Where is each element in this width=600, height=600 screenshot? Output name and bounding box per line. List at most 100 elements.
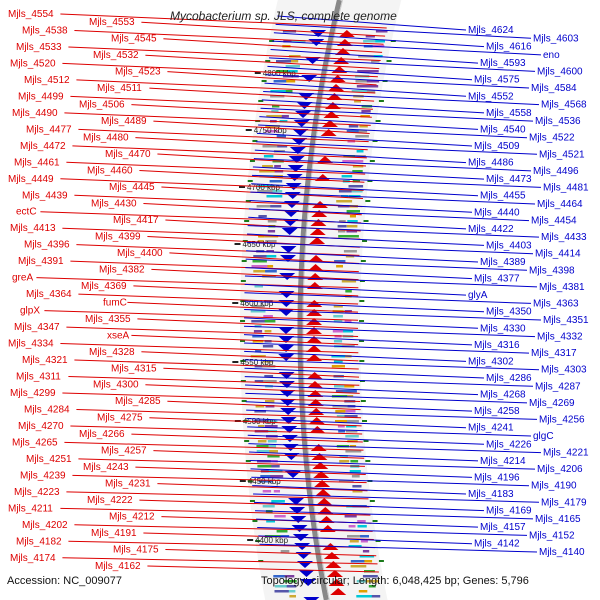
connector-right bbox=[244, 342, 530, 354]
gene-arrow-right bbox=[280, 246, 297, 253]
scale-tick bbox=[241, 400, 247, 402]
connector-right bbox=[248, 443, 542, 454]
kbp-label: 4800 kbp bbox=[263, 69, 296, 78]
gene-arrow-left bbox=[309, 228, 326, 235]
gene-label-right: Mjls_4522 bbox=[529, 133, 575, 144]
feature-bar bbox=[263, 255, 277, 258]
gene-label-left: Mjls_4202 bbox=[22, 520, 68, 531]
gene-arrow-right bbox=[278, 345, 295, 352]
feature-bar bbox=[343, 250, 357, 253]
gene-label-left: Mjls_4284 bbox=[24, 404, 70, 415]
connector-right bbox=[248, 208, 530, 222]
gene-label-left: fumC bbox=[103, 297, 127, 308]
feature-bar bbox=[349, 215, 356, 218]
gene-arrow-left bbox=[306, 336, 323, 343]
feature-bar bbox=[289, 595, 296, 598]
gene-label-left: Mjls_4223 bbox=[14, 487, 60, 498]
gene-arrow-left bbox=[306, 318, 323, 325]
scale-tick bbox=[261, 80, 267, 82]
connector-right bbox=[246, 418, 467, 429]
feature-bar bbox=[358, 130, 368, 133]
gene-label-left: Mjls_4191 bbox=[91, 528, 137, 539]
connector-right bbox=[253, 158, 532, 172]
gene-label-left: Mjls_4212 bbox=[109, 512, 155, 523]
feature-bar bbox=[258, 235, 265, 238]
scale-tick bbox=[359, 340, 365, 342]
kbp-label: 4650 kbp bbox=[243, 240, 276, 249]
feature-bar bbox=[258, 215, 267, 218]
connector-left bbox=[66, 326, 359, 338]
scale-tick bbox=[359, 280, 365, 282]
kbp-tick-mark bbox=[239, 480, 246, 482]
scale-tick bbox=[249, 500, 255, 502]
gene-label-right: Mjls_4600 bbox=[537, 66, 583, 77]
feature-bar bbox=[363, 80, 380, 83]
gene-arrow-left bbox=[306, 381, 323, 388]
feature-bar bbox=[265, 265, 274, 268]
feature-bar bbox=[334, 260, 346, 263]
feature-bar bbox=[289, 60, 299, 63]
connector-right bbox=[247, 233, 485, 246]
feature-bar bbox=[257, 190, 273, 193]
gene-label-right: Mjls_4389 bbox=[480, 257, 526, 268]
feature-bar bbox=[373, 40, 385, 43]
gene-arrow-right bbox=[287, 165, 304, 172]
feature-bar bbox=[273, 490, 280, 493]
gene-label-right: Mjls_4316 bbox=[474, 340, 520, 351]
gene-label-left: Mjls_4391 bbox=[18, 256, 64, 267]
feature-bar bbox=[358, 535, 369, 538]
gene-label-right: Mjls_4616 bbox=[486, 42, 532, 53]
gene-label-right: Mjls_4363 bbox=[533, 298, 579, 309]
connector-left bbox=[74, 359, 359, 370]
feature-bar bbox=[352, 490, 363, 493]
gene-arrow-right bbox=[285, 183, 302, 190]
feature-bar bbox=[375, 30, 388, 33]
gene-arrow-left bbox=[313, 471, 330, 478]
feature-bar bbox=[339, 460, 350, 463]
connector-right bbox=[264, 82, 467, 97]
gene-label-left: Mjls_4162 bbox=[95, 561, 141, 572]
feature-bar bbox=[352, 165, 364, 168]
feature-bar bbox=[344, 515, 357, 518]
connector-right bbox=[247, 434, 485, 445]
feature-bar bbox=[273, 80, 287, 83]
gene-label-right: Mjls_4381 bbox=[539, 282, 585, 293]
connector-left bbox=[157, 153, 367, 167]
connector-right bbox=[254, 149, 467, 164]
feature-bar bbox=[269, 465, 280, 468]
connector-right bbox=[273, 32, 485, 48]
connector-right bbox=[252, 485, 467, 495]
feature-bar bbox=[273, 575, 285, 578]
connector-right bbox=[247, 225, 540, 238]
connector-right bbox=[244, 367, 485, 379]
gene-label-right: Mjls_4302 bbox=[468, 356, 514, 367]
connector-left bbox=[141, 351, 359, 362]
connector-right bbox=[255, 141, 538, 155]
gene-label-right: Mjls_4214 bbox=[480, 456, 526, 467]
feature-bar bbox=[359, 555, 375, 558]
connector-left bbox=[135, 137, 368, 151]
connector-left bbox=[66, 491, 369, 500]
kbp-tick-mark bbox=[247, 539, 254, 541]
feature-bar bbox=[264, 425, 278, 428]
gene-arrow-left bbox=[306, 309, 323, 316]
feature-bar bbox=[343, 415, 358, 418]
gene-label-right: Mjls_4454 bbox=[531, 216, 577, 227]
feature-bar bbox=[355, 80, 367, 83]
gene-label-right: Mjls_4624 bbox=[468, 25, 514, 36]
feature-bar bbox=[356, 595, 372, 598]
gene-arrow-right bbox=[289, 147, 306, 154]
gene-label-right: Mjls_4575 bbox=[474, 75, 520, 86]
gene-label-left: Mjls_4174 bbox=[10, 553, 56, 564]
gene-label-right: Mjls_4377 bbox=[474, 274, 520, 285]
scale-tick bbox=[378, 100, 384, 102]
feature-bar bbox=[343, 235, 359, 238]
feature-bar bbox=[261, 380, 277, 383]
feature-bar bbox=[341, 280, 357, 283]
gene-label-left: Mjls_4347 bbox=[14, 322, 60, 333]
feature-bar bbox=[258, 425, 265, 428]
feature-bar bbox=[272, 145, 288, 148]
gene-label-left: greA bbox=[12, 273, 33, 284]
gene-label-right: Mjls_4206 bbox=[537, 464, 583, 475]
feature-bar bbox=[272, 105, 280, 108]
